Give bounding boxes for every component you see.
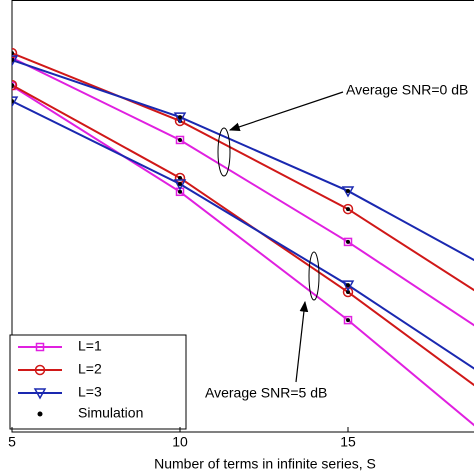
- marker: [341, 186, 355, 198]
- marker: [341, 280, 355, 292]
- annotation-arrow: [295, 300, 309, 383]
- simulation-dot: [346, 290, 350, 295]
- plot-area: [12, 47, 474, 427]
- legend-label: L=3: [78, 384, 102, 400]
- simulation-dot: [346, 283, 350, 288]
- legend-dot: [37, 411, 43, 417]
- marker: [33, 388, 47, 400]
- group-ellipse: [308, 251, 320, 301]
- annotation: Average SNR=5 dB: [205, 385, 327, 401]
- marker: [343, 237, 353, 247]
- marker: [35, 342, 45, 352]
- simulation-dot: [178, 189, 182, 194]
- simulation-dot: [346, 318, 350, 323]
- simulation-dot: [346, 239, 350, 244]
- series-line: [12, 52, 474, 292]
- legend-label: L=2: [78, 361, 102, 377]
- annotation-bg: [346, 80, 474, 102]
- marker: [12, 47, 18, 59]
- series-line: [12, 59, 474, 262]
- x-tick-label: 5: [8, 434, 16, 450]
- marker: [342, 286, 354, 298]
- group-ellipse: [217, 127, 231, 177]
- simulation-dot: [12, 83, 14, 88]
- plot-frame: [11, 0, 474, 433]
- simulation-dot: [12, 51, 14, 56]
- simulation-dot: [178, 175, 182, 180]
- legend-label: Simulation: [78, 405, 143, 421]
- x-axis-label: Number of terms in infinite series, S: [154, 456, 376, 472]
- series-line: [12, 85, 474, 427]
- annotation-arrow: [228, 91, 344, 131]
- marker: [175, 135, 185, 145]
- legend-label: L=1: [78, 338, 102, 354]
- annotation: Average SNR=0 dB: [346, 82, 468, 98]
- simulation-dot: [178, 137, 182, 142]
- marker: [343, 315, 353, 325]
- simulation-dot: [12, 99, 14, 104]
- simulation-dot: [12, 58, 14, 63]
- simulation-dot: [346, 207, 350, 212]
- legend-entries: L=1 L=2 L=3 Simulation: [18, 338, 143, 421]
- marker: [342, 203, 354, 215]
- simulation-dot: [178, 115, 182, 120]
- marker: [12, 96, 19, 108]
- marker: [34, 364, 46, 376]
- x-tick-label: 10: [172, 434, 188, 450]
- marker: [12, 79, 18, 91]
- marker: [12, 55, 19, 67]
- simulation-dot: [346, 188, 350, 193]
- x-tick-label: 15: [340, 434, 356, 450]
- marker: [173, 112, 187, 124]
- marker: [173, 179, 187, 191]
- series-line: [12, 100, 474, 370]
- simulation-dot: [178, 182, 182, 187]
- series-line: [12, 56, 474, 327]
